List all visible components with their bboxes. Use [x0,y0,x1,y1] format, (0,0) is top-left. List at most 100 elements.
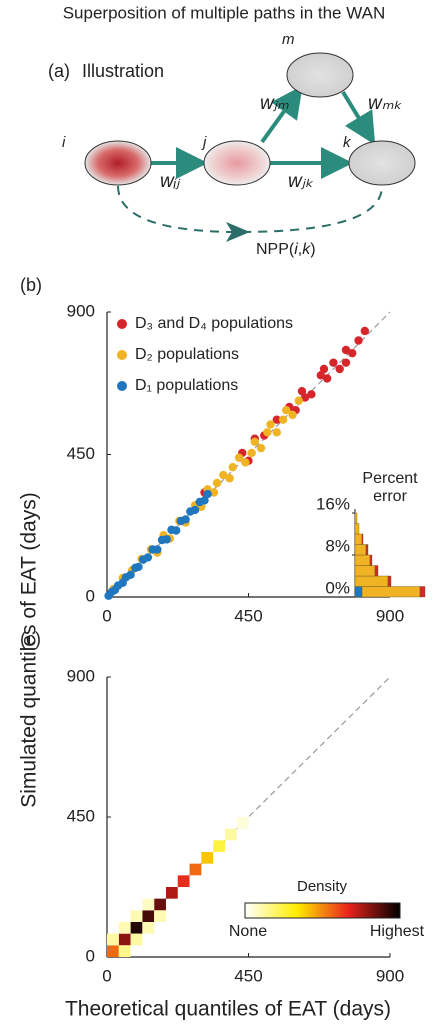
legend-marker [117,381,127,391]
heatmap-cell [131,910,143,922]
edge-label: wⱼₘ [260,93,289,114]
point [320,365,328,373]
heatmap-cell [107,934,119,946]
x-tick-label: 900 [376,966,404,985]
histogram-segment [375,566,378,577]
point [257,444,265,452]
edge-arrow [343,92,371,138]
heatmap-cell [154,910,166,922]
colorbar-title: Density [297,878,348,895]
point [329,358,337,366]
panel-label: (c) [20,629,41,649]
y-tick-label: 8% [325,536,350,555]
histogram-segment [370,555,372,566]
x-tick-label: 0 [102,606,111,625]
colorbar-label: None [229,923,267,940]
heatmap-cell [178,875,190,887]
point [279,415,287,423]
node-label: m [282,31,295,48]
edge-label: wⱼₖ [288,171,314,192]
y-tick-label: 450 [67,444,95,463]
node-label: k [343,134,352,151]
path-curve [118,186,382,232]
colorbar [245,903,400,918]
x-tick-label: 0 [102,966,111,985]
point [342,358,350,366]
point [241,458,249,466]
histogram-segment [355,545,366,556]
x-tick-label: 900 [376,606,404,625]
heatmap-cell [142,922,154,934]
histogram-segment [362,587,420,598]
figure: Superposition of multiple paths in the W… [0,0,448,1026]
point [163,535,171,543]
y-axis-label: Simulated quantiles of EAT (days) [18,492,41,808]
legend-label: D₂ populations [135,346,239,363]
point [126,571,134,579]
node-label: i [62,134,66,151]
point [323,374,331,382]
histogram-segment [355,534,362,545]
y-tick-label: 0 [86,586,95,605]
path-label-part: NPP( [256,241,295,258]
heatmap-cell [107,945,119,957]
edge-label: wᵢⱼ [160,171,181,192]
x-tick-label: 450 [234,606,262,625]
figure-title: Superposition of multiple paths in the W… [63,3,386,22]
point [354,336,362,344]
point [191,506,199,514]
histogram-segment [355,513,357,524]
y-tick-label: 0 [86,946,95,965]
point [263,428,271,436]
point [288,411,296,419]
heatmap-cell [213,840,225,852]
point [335,365,343,373]
node [287,53,353,97]
point [348,349,356,357]
point [213,479,221,487]
point [203,490,211,498]
node [204,141,270,185]
panel-label: (a) [48,61,70,81]
histogram-segment [366,545,368,556]
legend-label: D₁ populations [135,377,238,394]
point [295,396,303,404]
point [225,474,233,482]
path-label-part: ) [310,241,315,258]
y-tick-label: 16% [316,494,350,513]
heatmap-cell [225,829,237,841]
heatmap-cell [131,934,143,946]
histogram-segment [355,576,388,587]
colorbar-label: Highest [370,923,425,940]
y-tick-label: 900 [67,666,95,685]
y-tick-label: 900 [67,301,95,320]
x-axis-label: Theoretical quantiles of EAT (days) [65,998,391,1021]
histogram-segment [355,555,370,566]
heatmap-cell [237,817,249,829]
point [266,420,274,428]
legend-marker [117,350,127,360]
point [172,526,180,534]
y-tick-label: 0% [325,578,350,597]
histogram-segment [355,587,362,598]
histogram-segment [362,534,363,545]
heatmap-cell [190,864,202,876]
page: {"title":"Superposition of multiple path… [0,0,448,1026]
point [153,545,161,553]
path-label: NPP(i,k) [256,241,316,258]
legend-marker [117,319,127,329]
heatmap-cell [201,852,213,864]
panel-label: (b) [20,275,42,295]
histogram-segment [355,566,375,577]
point [144,553,152,561]
point [247,449,255,457]
node-label: j [201,134,207,151]
heatmap-cell [142,899,154,911]
histogram-segment [420,587,425,598]
heatmap-cell [166,887,178,899]
point [181,515,189,523]
point [251,438,259,446]
point [229,463,237,471]
point [134,563,142,571]
histogram-segment [355,524,359,535]
